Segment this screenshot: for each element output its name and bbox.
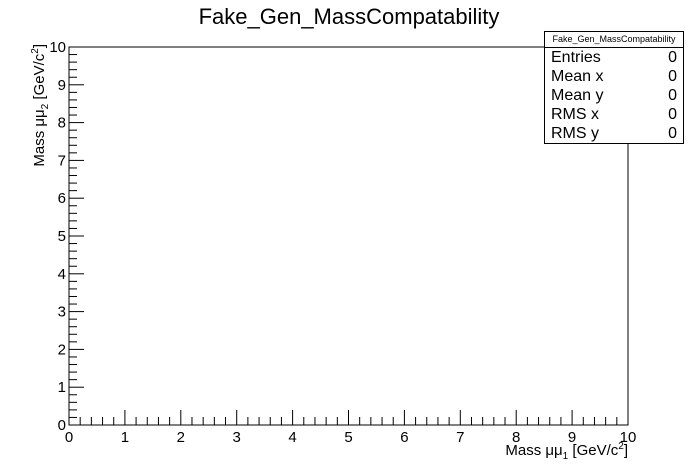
y-tick-label: 1 <box>58 379 66 396</box>
x-tick-label: 2 <box>177 429 185 446</box>
x-tick-label: 4 <box>288 429 296 446</box>
stat-name: RMS x <box>551 106 599 123</box>
x-axis-title-unit: [GeV/c <box>568 442 619 459</box>
x-tick-label: 9 <box>568 429 576 446</box>
y-tick-label: 4 <box>58 266 66 283</box>
y-tick-label: 7 <box>58 152 66 169</box>
stat-name: Mean x <box>551 68 604 85</box>
x-axis-ticks <box>68 410 629 425</box>
x-axis-tick-labels: 0 1 2 3 4 5 6 7 8 9 10 <box>65 429 637 446</box>
stat-value: 0 <box>668 125 677 142</box>
stats-box-title: Fake_Gen_MassCompatability <box>545 32 683 48</box>
stat-name: Entries <box>551 49 601 66</box>
x-axis-title-superscript: 2 <box>618 441 624 452</box>
stat-value: 0 <box>668 106 677 123</box>
stats-row-mean-y: Mean y 0 <box>545 86 683 105</box>
stats-box: Fake_Gen_MassCompatability Entries 0 Mea… <box>544 31 684 144</box>
stats-row-rms-x: RMS x 0 <box>545 105 683 124</box>
y-axis-ticks <box>69 46 84 426</box>
y-axis-title: Mass μμ2 [GeV/c2] <box>30 44 51 174</box>
x-tick-label: 0 <box>65 429 73 446</box>
stats-row-rms-y: RMS y 0 <box>545 124 683 143</box>
y-tick-label: 3 <box>58 304 66 321</box>
x-tick-label: 1 <box>121 429 129 446</box>
y-tick-label: 9 <box>58 77 66 94</box>
stat-value: 0 <box>668 68 677 85</box>
stats-row-mean-x: Mean x 0 <box>545 67 683 86</box>
x-axis-title-end: ] <box>623 442 628 459</box>
x-axis-title-main: Mass μμ <box>505 442 563 459</box>
stat-value: 0 <box>668 87 677 104</box>
x-tick-label: 6 <box>400 429 408 446</box>
stat-name: Mean y <box>551 87 604 104</box>
x-tick-label: 7 <box>456 429 464 446</box>
y-axis-title-subscript: 2 <box>40 103 51 110</box>
x-tick-label: 8 <box>512 429 520 446</box>
y-axis-title-main: Mass μμ <box>31 109 48 167</box>
y-axis-title-end: ] <box>31 44 48 49</box>
y-tick-label: 5 <box>58 228 66 245</box>
x-tick-label: 3 <box>233 429 241 446</box>
y-tick-label: 6 <box>58 190 66 207</box>
stats-row-entries: Entries 0 <box>545 48 683 67</box>
y-axis-tick-labels: 0 1 2 3 4 5 6 7 8 9 10 <box>49 39 66 434</box>
y-tick-label: 8 <box>58 115 66 132</box>
x-axis-title-subscript: 1 <box>562 451 569 462</box>
stat-value: 0 <box>668 49 677 66</box>
y-axis-title-superscript: 2 <box>30 48 41 54</box>
y-tick-label: 10 <box>49 39 66 56</box>
x-axis-title: Mass μμ1 [GeV/c2] <box>505 441 628 462</box>
y-tick-label: 2 <box>58 341 66 358</box>
y-tick-label: 0 <box>58 417 66 434</box>
stat-name: RMS y <box>551 125 599 142</box>
x-tick-label: 10 <box>620 429 637 446</box>
chart-title: Fake_Gen_MassCompatability <box>198 4 500 29</box>
y-axis-title-unit: [GeV/c <box>31 53 48 104</box>
x-tick-label: 5 <box>344 429 352 446</box>
